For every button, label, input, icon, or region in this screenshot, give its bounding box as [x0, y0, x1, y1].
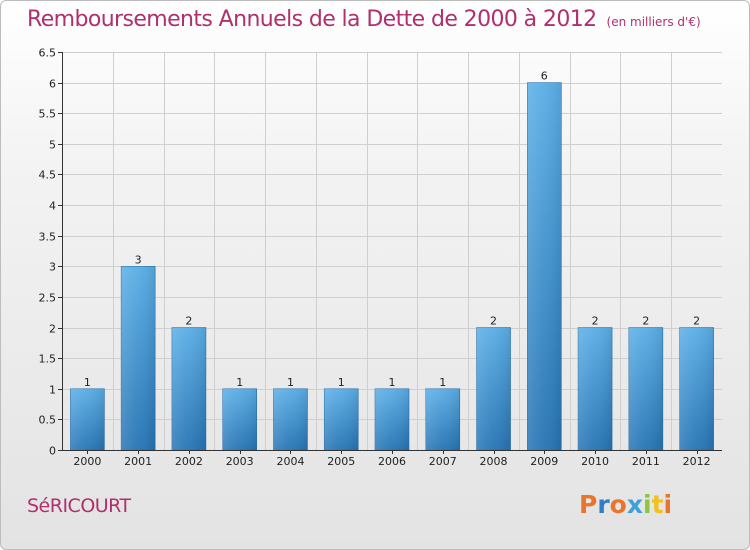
x-tick-label: 2007: [429, 455, 457, 468]
value-label: 6: [541, 70, 548, 83]
bar-shine: [121, 266, 156, 450]
value-label: 1: [236, 376, 243, 389]
logo-letter: x: [626, 490, 643, 519]
value-label: 1: [287, 376, 294, 389]
x-tick-label: 2002: [175, 455, 203, 468]
y-tick-label: 0.5: [39, 414, 57, 427]
y-tick-label: 6.5: [39, 47, 57, 60]
labels: 0 0.5 1 1.5 2 2.5 3 3.5 4 4.5 5 5.5 6 6.5 1 2000 3 2001 2 2…: [39, 47, 711, 469]
value-label: 1: [338, 376, 345, 389]
bar-shine: [425, 388, 460, 450]
y-tick-label: 2.5: [39, 292, 57, 305]
x-tick-label: 2009: [530, 455, 558, 468]
bar-shine: [222, 388, 257, 450]
bars: [70, 82, 714, 451]
x-tick-label: 2003: [226, 455, 254, 468]
x-tick-label: 2006: [378, 455, 406, 468]
bar-shine: [476, 327, 511, 450]
axes: [58, 52, 722, 454]
value-label: 2: [693, 315, 700, 328]
bar-shine: [679, 327, 714, 450]
bar-shine: [171, 327, 206, 450]
x-tick-label: 2011: [632, 455, 660, 468]
logo-letter: i: [643, 490, 652, 519]
x-tick-label: 2000: [73, 455, 101, 468]
logo-letter: P: [579, 490, 598, 519]
y-tick-label: 2: [49, 323, 56, 336]
chart-title: Remboursements Annuels de la Dette de 20…: [27, 7, 701, 32]
bar-shine: [273, 388, 308, 450]
value-label: 2: [642, 315, 649, 328]
bar-shine: [70, 388, 105, 450]
value-label: 3: [135, 253, 142, 266]
x-tick-label: 2012: [683, 455, 711, 468]
x-tick-label: 2004: [276, 455, 304, 468]
proxiti-logo: Proxiti: [579, 490, 672, 519]
value-label: 2: [490, 315, 497, 328]
x-tick-label: 2008: [480, 455, 508, 468]
y-tick-label: 4.5: [39, 169, 57, 182]
y-tick-label: 5.5: [39, 108, 57, 121]
bar-shine: [578, 327, 613, 450]
value-label: 2: [592, 315, 599, 328]
chart-subtitle: (en milliers d'€): [606, 15, 701, 29]
value-label: 1: [439, 376, 446, 389]
y-tick-label: 4: [49, 200, 56, 213]
bar-shine: [527, 82, 562, 450]
x-tick-label: 2010: [581, 455, 609, 468]
logo-letter: o: [609, 490, 627, 519]
x-tick-label: 2001: [124, 455, 152, 468]
city-name: SéRICOURT: [27, 495, 131, 517]
y-tick-label: 3.5: [39, 231, 57, 244]
x-tick-label: 2005: [327, 455, 355, 468]
y-tick-label: 3: [49, 261, 56, 274]
value-label: 1: [389, 376, 396, 389]
y-tick-label: 1.5: [39, 353, 57, 366]
title-text: Remboursements Annuels de la Dette de 20…: [27, 7, 597, 32]
y-tick-label: 6: [49, 78, 56, 91]
bar-shine: [324, 388, 359, 450]
logo-letter: r: [597, 490, 610, 519]
value-label: 1: [84, 376, 91, 389]
value-label: 2: [185, 315, 192, 328]
bar-shine: [628, 327, 663, 450]
bar-shine: [375, 388, 409, 450]
logo-letter: i: [663, 490, 673, 519]
logo-letter: t: [651, 490, 664, 519]
y-tick-label: 5: [49, 139, 56, 152]
y-tick-label: 1: [49, 384, 56, 397]
y-tick-label: 0: [49, 445, 56, 458]
